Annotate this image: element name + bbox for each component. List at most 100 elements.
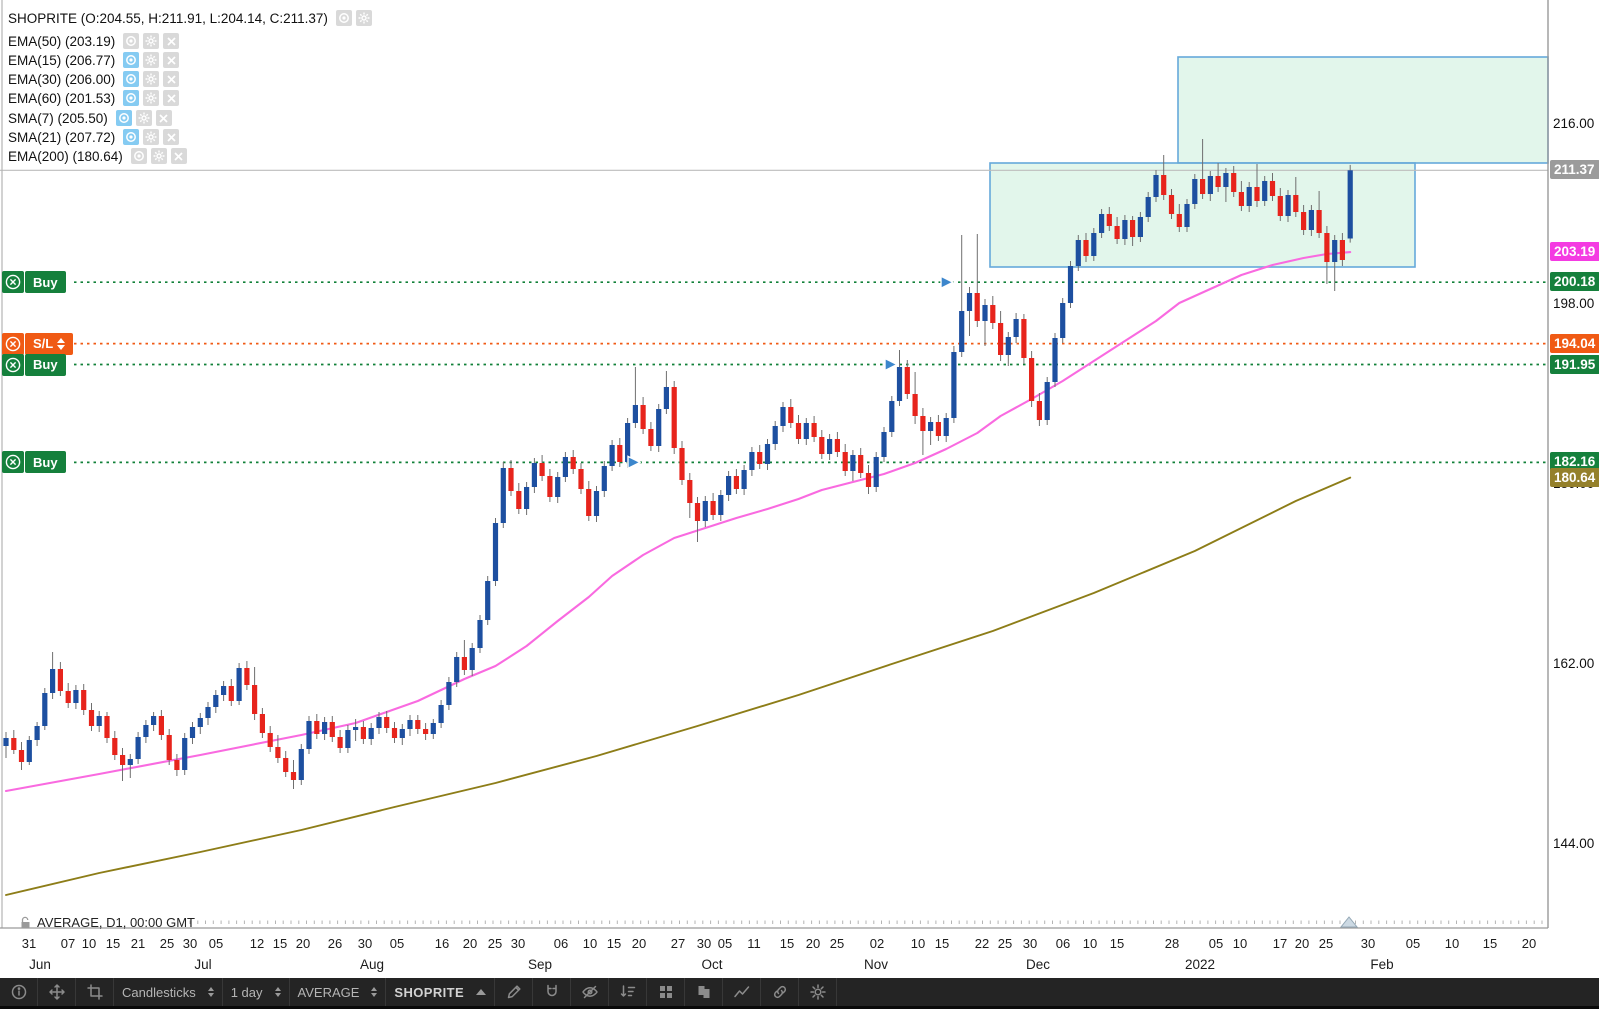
candle xyxy=(943,418,949,436)
visibility-eye-icon[interactable] xyxy=(123,71,140,87)
close-order-icon[interactable] xyxy=(2,451,24,474)
pencil-icon xyxy=(507,985,521,999)
candle xyxy=(353,727,359,730)
candle xyxy=(687,480,693,503)
price-chart-canvas[interactable] xyxy=(0,0,1549,929)
time-tick-label: 20 xyxy=(462,936,478,951)
candle xyxy=(158,716,164,735)
candle xyxy=(718,495,724,515)
position-entry-marker[interactable] xyxy=(627,455,642,470)
buy-order-button[interactable]: Buy xyxy=(25,271,66,294)
indicator-legend-row: EMA(30) (206.00) xyxy=(8,71,180,87)
visibility-eye-icon[interactable] xyxy=(123,129,140,145)
time-tick-label: 16 xyxy=(434,936,450,951)
magnet-tool-button[interactable] xyxy=(533,978,572,1006)
link-charts-button[interactable] xyxy=(761,978,800,1006)
settings-gear-icon[interactable] xyxy=(143,52,160,68)
settings-gear-icon[interactable] xyxy=(143,71,160,87)
candle xyxy=(1332,240,1338,262)
candle xyxy=(205,707,211,718)
candle xyxy=(1168,195,1175,214)
candle xyxy=(803,423,809,439)
time-tick-label: 15 xyxy=(779,936,795,951)
visibility-eye-icon[interactable] xyxy=(123,33,140,49)
candle xyxy=(982,305,988,321)
remove-x-icon[interactable] xyxy=(163,71,180,87)
close-order-icon[interactable] xyxy=(2,332,24,355)
visibility-eye-icon[interactable] xyxy=(335,10,352,26)
info-button[interactable] xyxy=(0,978,38,1006)
buy-order-button[interactable]: Buy xyxy=(25,353,66,376)
time-tick-label: 30 xyxy=(1360,936,1376,951)
line-chart-button[interactable] xyxy=(723,978,762,1006)
candle xyxy=(252,685,258,714)
draw-tool-button[interactable] xyxy=(495,978,534,1006)
candle xyxy=(896,367,903,401)
candle xyxy=(912,394,918,416)
candle xyxy=(112,738,118,755)
position-entry-marker[interactable] xyxy=(940,275,955,290)
visibility-eye-icon[interactable] xyxy=(115,110,132,126)
time-tick-label: 30 xyxy=(1022,936,1038,951)
visibility-eye-icon[interactable] xyxy=(123,90,140,106)
stop-adjust-arrows[interactable] xyxy=(57,337,66,350)
candle xyxy=(966,293,973,311)
month-label: 2022 xyxy=(1184,957,1216,972)
remove-x-icon[interactable] xyxy=(163,52,180,68)
remove-x-icon[interactable] xyxy=(170,148,187,164)
buy-order-button[interactable]: Buy xyxy=(25,451,66,474)
settings-gear-icon[interactable] xyxy=(143,33,160,49)
indicator-select[interactable]: AVERAGE xyxy=(290,978,387,1006)
move-tool-button[interactable] xyxy=(38,978,76,1006)
time-tick-label: 10 xyxy=(582,936,598,951)
month-label: Aug xyxy=(359,957,385,972)
price-badge: 211.37 xyxy=(1550,160,1599,180)
time-tick-label: 06 xyxy=(1055,936,1071,951)
settings-gear-icon[interactable] xyxy=(135,110,152,126)
candle xyxy=(865,473,872,487)
crop-tool-button[interactable] xyxy=(76,978,114,1006)
settings-gear-icon[interactable] xyxy=(143,90,160,106)
sort-button[interactable] xyxy=(609,978,648,1006)
close-order-icon[interactable] xyxy=(2,271,24,294)
visibility-eye-icon[interactable] xyxy=(123,52,140,68)
candle xyxy=(3,738,9,746)
remove-x-icon[interactable] xyxy=(163,33,180,49)
remove-x-icon[interactable] xyxy=(163,129,180,145)
time-tick-label: 31 xyxy=(21,936,37,951)
indicator-legend-row: EMA(200) (180.64) xyxy=(8,148,187,164)
candle xyxy=(881,432,887,457)
panels-layout-button[interactable] xyxy=(685,978,724,1006)
candle xyxy=(1161,175,1167,195)
time-tick-label: 25 xyxy=(997,936,1013,951)
visibility-eye-icon[interactable] xyxy=(130,148,147,164)
candle xyxy=(96,716,102,726)
candle xyxy=(625,423,631,462)
bottom-toolbar: Candlesticks 1 day AVERAGE SHOPRITE xyxy=(0,978,1599,1009)
close-order-icon[interactable] xyxy=(2,353,24,376)
remove-x-icon[interactable] xyxy=(155,110,172,126)
candle xyxy=(780,407,786,426)
chart-type-select[interactable]: Candlesticks xyxy=(114,978,223,1006)
symbol-select[interactable]: SHOPRITE xyxy=(386,978,496,1006)
select-arrows-icon xyxy=(371,987,378,997)
candle xyxy=(1013,319,1019,337)
timeframe-select[interactable]: 1 day xyxy=(223,978,290,1006)
remove-x-icon[interactable] xyxy=(163,90,180,106)
candle xyxy=(1176,214,1182,227)
hide-drawings-button[interactable] xyxy=(571,978,610,1006)
candle xyxy=(609,445,615,466)
settings-gear-icon[interactable] xyxy=(355,10,372,26)
candle xyxy=(88,710,95,726)
candle xyxy=(811,423,817,437)
stop-loss-button[interactable]: S/L xyxy=(25,332,74,355)
settings-gear-icon[interactable] xyxy=(143,129,160,145)
candle xyxy=(127,759,133,765)
supply-zone-box[interactable] xyxy=(1177,56,1549,164)
candle xyxy=(1207,176,1213,194)
settings-gear-icon[interactable] xyxy=(150,148,167,164)
position-entry-marker[interactable] xyxy=(884,357,899,372)
candle xyxy=(873,457,879,487)
grid-layout-button[interactable] xyxy=(647,978,686,1006)
settings-button[interactable] xyxy=(799,978,838,1006)
